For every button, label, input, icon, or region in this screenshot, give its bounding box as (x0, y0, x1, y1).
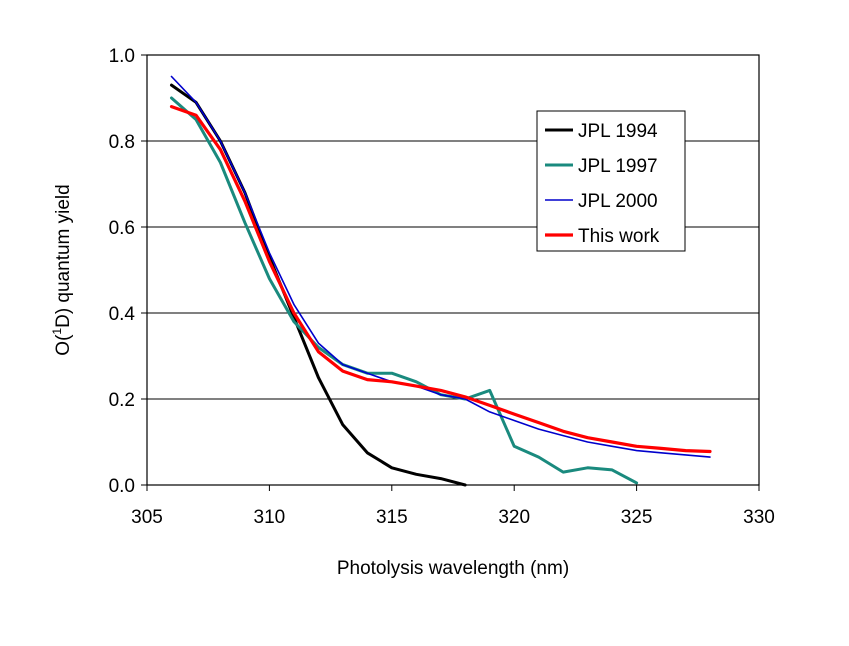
x-tick-label-1: 310 (254, 507, 286, 528)
x-tick-label-4: 325 (621, 507, 653, 528)
series-line-this-work (169, 104, 712, 454)
x-axis-title: Photolysis wavelength (nm) (337, 558, 569, 579)
y-tick-label-3: 0.6 (109, 218, 135, 239)
x-tick-label-0: 305 (131, 507, 163, 528)
y-tick-label-4: 0.8 (109, 132, 135, 153)
y-tick-label-5: 1.0 (109, 46, 135, 67)
y-axis-title-post: D) quantum yield (53, 184, 74, 328)
y-tick-label-2: 0.4 (109, 304, 136, 325)
series-line-jpl-2000 (170, 75, 711, 458)
y-axis-title: O(1D) quantum yield (50, 184, 74, 355)
plot-frame (146, 54, 760, 486)
legend: JPL 1994 JPL 1997 JPL 2000 This work (536, 110, 686, 252)
x-tick-label-5: 330 (743, 507, 775, 528)
series-group (169, 75, 712, 487)
legend-box (536, 110, 686, 252)
y-tick-label-1: 0.2 (109, 390, 135, 411)
x-axis-ticks: 305 310 315 320 325 330 (131, 485, 775, 528)
y-axis-title-sup: 1 (50, 328, 64, 335)
series-line-jpl-1997 (170, 96, 639, 485)
legend-label-jpl-2000: JPL 2000 (578, 191, 658, 212)
y-tick-label-0: 0.0 (109, 476, 135, 497)
y-axis-title-pre: O( (53, 334, 74, 356)
x-tick-label-3: 320 (498, 507, 530, 528)
y-axis-ticks: 0.0 0.2 0.4 0.6 0.8 1.0 (109, 46, 147, 497)
legend-label-jpl-1994: JPL 1994 (578, 121, 658, 142)
legend-label-this-work: This work (578, 226, 660, 247)
x-tick-label-2: 315 (376, 507, 408, 528)
legend-label-jpl-1997: JPL 1997 (578, 156, 658, 177)
